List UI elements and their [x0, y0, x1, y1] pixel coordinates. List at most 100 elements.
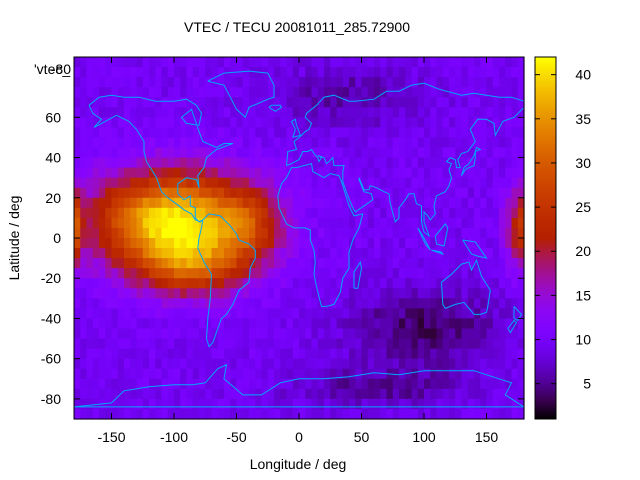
heat-cell — [211, 378, 219, 390]
heat-cell — [511, 408, 519, 420]
heat-cell — [505, 117, 513, 128]
heat-cell — [449, 107, 456, 118]
heat-cell — [117, 217, 125, 229]
heat-cell — [374, 197, 381, 209]
heat-cell — [342, 217, 350, 229]
heat-cell — [286, 268, 294, 279]
heat-cell — [167, 67, 175, 78]
heat-cell — [280, 87, 288, 98]
heat-cell — [386, 117, 394, 128]
heat-cell — [436, 57, 444, 68]
heat-cell — [517, 388, 525, 400]
heat-cell — [317, 227, 325, 239]
heat-cell — [80, 227, 88, 239]
heat-cell — [355, 227, 363, 239]
heat-cell — [355, 408, 363, 420]
heat-cell — [236, 217, 244, 229]
heat-cell — [411, 238, 419, 249]
heat-cell — [505, 167, 513, 179]
heat-cell — [486, 77, 494, 88]
heat-cell — [224, 97, 231, 108]
heat-cell — [361, 187, 369, 199]
heat-cell — [161, 248, 169, 259]
heat-cell — [417, 248, 425, 259]
heat-cell — [486, 408, 494, 420]
heat-cell — [311, 318, 319, 330]
heat-cell — [305, 207, 313, 219]
heat-cell — [461, 187, 469, 199]
heat-cell — [155, 358, 163, 370]
heat-cell — [299, 167, 306, 179]
heat-cell — [242, 348, 250, 360]
heat-cell — [111, 258, 119, 269]
heat-cell — [217, 57, 225, 68]
heat-cell — [142, 197, 150, 209]
heat-cell — [249, 298, 256, 309]
heat-cell — [417, 167, 425, 179]
heat-cell — [492, 408, 500, 420]
heat-cell — [455, 197, 463, 209]
heat-cell — [205, 388, 213, 400]
heat-cell — [386, 127, 394, 139]
heat-cell — [499, 77, 506, 88]
heat-cell — [161, 338, 169, 350]
heat-cell — [330, 87, 338, 98]
heat-cell — [105, 298, 113, 309]
heat-cell — [430, 248, 438, 259]
heat-cell — [236, 268, 244, 279]
heat-cell — [124, 368, 131, 380]
heat-cell — [417, 147, 425, 159]
heat-cell — [517, 338, 525, 350]
heat-cell — [305, 77, 313, 88]
heat-cell — [480, 217, 488, 229]
heat-cell — [486, 378, 494, 390]
heat-cell — [211, 87, 219, 98]
heat-cell — [461, 358, 469, 370]
heat-cell — [492, 167, 500, 179]
heat-cell — [430, 308, 438, 320]
heat-cell — [392, 368, 400, 380]
heat-cell — [105, 248, 113, 259]
heat-cell — [367, 378, 375, 390]
heat-cell — [467, 77, 475, 88]
heat-cell — [255, 308, 263, 320]
heat-cell — [349, 137, 356, 149]
heat-cell — [261, 408, 269, 420]
heat-cell — [467, 348, 475, 360]
heat-cell — [230, 107, 238, 118]
heat-cell — [80, 197, 88, 209]
heat-cell — [92, 388, 100, 400]
heat-cell — [442, 217, 450, 229]
heat-cell — [111, 328, 119, 340]
heat-cell — [174, 177, 181, 189]
heat-cell — [449, 67, 456, 78]
heat-cell — [367, 238, 375, 249]
heat-cell — [292, 97, 300, 108]
heat-cell — [499, 217, 506, 229]
heat-cell — [174, 368, 181, 380]
heat-cell — [167, 348, 175, 360]
heat-cell — [261, 298, 269, 309]
heat-cell — [436, 77, 444, 88]
heat-cell — [511, 368, 519, 380]
heat-cell — [424, 217, 431, 229]
heat-cell — [517, 137, 525, 149]
heat-cell — [305, 338, 313, 350]
heat-cell — [199, 268, 206, 279]
heat-cell — [374, 338, 381, 350]
heat-cell — [505, 147, 513, 159]
heat-cell — [361, 227, 369, 239]
heat-cell — [442, 177, 450, 189]
heat-cell — [167, 167, 175, 179]
heat-cell — [92, 197, 100, 209]
heat-cell — [86, 318, 94, 330]
heat-cell — [349, 408, 356, 420]
heat-cell — [74, 127, 81, 139]
heat-cell — [286, 117, 294, 128]
heat-cell — [374, 368, 381, 380]
heat-cell — [99, 298, 106, 309]
heat-cell — [236, 368, 244, 380]
heat-cell — [155, 398, 163, 410]
heat-cell — [399, 57, 406, 68]
heat-cell — [436, 67, 444, 78]
